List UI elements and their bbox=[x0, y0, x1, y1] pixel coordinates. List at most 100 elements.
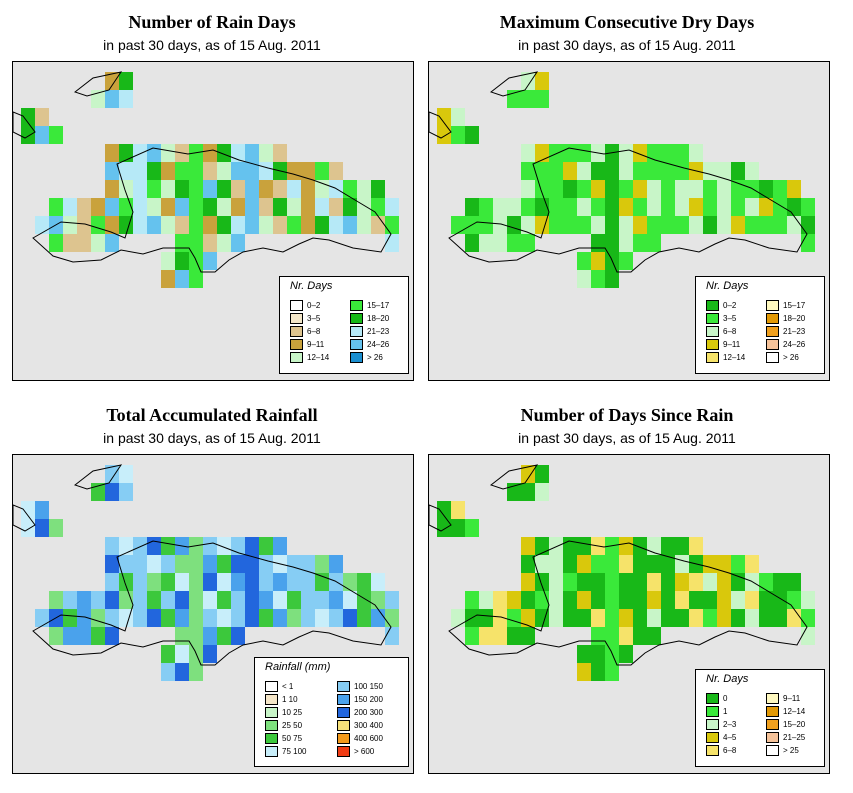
grid-cell bbox=[105, 144, 119, 162]
grid-cell bbox=[119, 609, 133, 627]
grid-cell bbox=[161, 609, 175, 627]
grid-cell bbox=[217, 180, 231, 198]
grid-cell bbox=[549, 609, 563, 627]
grid-cell bbox=[105, 627, 119, 645]
panel-subtitle-rain-days: in past 30 days, as of 15 Aug. 2011 bbox=[103, 37, 321, 53]
grid-cell bbox=[91, 234, 105, 252]
legend-label: 12–14 bbox=[307, 352, 330, 362]
map-grid-dry-days bbox=[429, 71, 815, 288]
grid-cell bbox=[605, 234, 619, 252]
legend-label: 6–8 bbox=[723, 745, 737, 755]
grid-cell bbox=[563, 144, 577, 162]
grid-cell bbox=[259, 537, 273, 555]
grid-cell bbox=[591, 663, 605, 681]
legend-label: 12–14 bbox=[783, 706, 806, 716]
legend-item: 25 50 bbox=[265, 719, 302, 731]
grid-cell bbox=[619, 216, 633, 234]
grid-cell bbox=[759, 591, 773, 609]
grid-cell bbox=[577, 573, 591, 591]
grid-cell bbox=[287, 609, 301, 627]
grid-cell bbox=[119, 180, 133, 198]
map-days-since-rain: Nr. Days 0 1 2–3 4–5 6–8 9–11 12–14 15–20 21–25 >… bbox=[428, 454, 830, 774]
grid-cell bbox=[133, 609, 147, 627]
grid-cell bbox=[231, 144, 245, 162]
grid-cell bbox=[549, 537, 563, 555]
grid-cell bbox=[647, 198, 661, 216]
legend-swatch bbox=[337, 732, 350, 744]
grid-cell bbox=[203, 537, 217, 555]
grid-cell bbox=[577, 555, 591, 573]
grid-cell bbox=[563, 555, 577, 573]
grid-cell bbox=[479, 627, 493, 645]
grid-cell bbox=[35, 126, 49, 144]
panel-subtitle-rainfall: in past 30 days, as of 15 Aug. 2011 bbox=[103, 430, 321, 446]
grid-cell bbox=[91, 216, 105, 234]
grid-cell bbox=[577, 591, 591, 609]
grid-cell bbox=[189, 591, 203, 609]
grid-cell bbox=[633, 180, 647, 198]
legend-label: 6–8 bbox=[723, 326, 737, 336]
grid-cell bbox=[273, 198, 287, 216]
grid-cell bbox=[49, 627, 63, 645]
grid-cell bbox=[773, 609, 787, 627]
grid-cell bbox=[689, 609, 703, 627]
grid-cell bbox=[493, 198, 507, 216]
grid-cell bbox=[731, 198, 745, 216]
legend-rain-days: Nr. Days 0–2 3–5 6–8 9–11 12–14 15–17 18–20 21–… bbox=[279, 276, 409, 374]
grid-cell bbox=[357, 216, 371, 234]
grid-cell bbox=[479, 216, 493, 234]
grid-cell bbox=[315, 180, 329, 198]
grid-cell bbox=[287, 555, 301, 573]
grid-cell bbox=[203, 591, 217, 609]
legend-label: 4–5 bbox=[723, 732, 737, 742]
grid-cell bbox=[385, 234, 399, 252]
grid-cell bbox=[105, 72, 119, 90]
legend-item: 12–14 bbox=[290, 351, 329, 363]
legend-label: 200 300 bbox=[354, 707, 383, 717]
grid-cell bbox=[119, 555, 133, 573]
grid-cell bbox=[521, 627, 535, 645]
grid-cell bbox=[661, 537, 675, 555]
grid-cell bbox=[717, 216, 731, 234]
grid-cell bbox=[189, 180, 203, 198]
legend-label: 400 600 bbox=[354, 733, 383, 743]
grid-cell bbox=[745, 609, 759, 627]
legend-label: 18–20 bbox=[367, 313, 390, 323]
legend-swatch bbox=[290, 312, 303, 324]
grid-cell bbox=[245, 573, 259, 591]
grid-cell bbox=[175, 162, 189, 180]
grid-cell bbox=[287, 180, 301, 198]
legend-label: 75 100 bbox=[282, 746, 307, 756]
grid-cell bbox=[675, 162, 689, 180]
grid-cell bbox=[801, 591, 815, 609]
island-outline bbox=[73, 71, 123, 97]
grid-cell bbox=[717, 591, 731, 609]
grid-cell bbox=[619, 252, 633, 270]
grid-cell bbox=[175, 591, 189, 609]
grid-cell bbox=[535, 180, 549, 198]
grid-cell bbox=[591, 555, 605, 573]
grid-cell bbox=[633, 162, 647, 180]
grid-cell bbox=[329, 216, 343, 234]
grid-cell bbox=[633, 609, 647, 627]
grid-cell bbox=[535, 144, 549, 162]
grid-cell bbox=[133, 144, 147, 162]
grid-cell bbox=[343, 216, 357, 234]
grid-cell bbox=[77, 591, 91, 609]
legend-swatch bbox=[766, 705, 779, 717]
grid-cell bbox=[175, 252, 189, 270]
grid-cell bbox=[203, 144, 217, 162]
grid-cell bbox=[91, 609, 105, 627]
grid-cell bbox=[371, 573, 385, 591]
grid-cell bbox=[315, 216, 329, 234]
grid-cell bbox=[661, 144, 675, 162]
grid-cell bbox=[91, 483, 105, 501]
grid-cell bbox=[605, 609, 619, 627]
grid-cell bbox=[675, 180, 689, 198]
grid-cell bbox=[245, 591, 259, 609]
grid-cell bbox=[577, 180, 591, 198]
legend-label: 18–20 bbox=[783, 313, 806, 323]
legend-label: 21–23 bbox=[367, 326, 390, 336]
grid-cell bbox=[703, 555, 717, 573]
grid-cell bbox=[521, 144, 535, 162]
